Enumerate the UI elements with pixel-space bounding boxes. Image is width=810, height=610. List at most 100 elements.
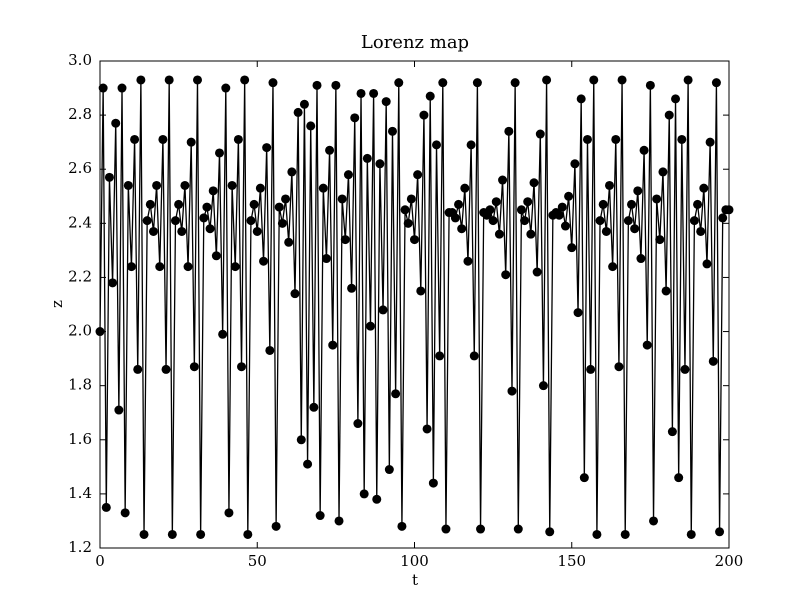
marker [170,216,180,226]
marker [164,75,174,85]
y-tick-label: 1.2 [68,538,92,556]
marker [281,194,291,204]
marker [331,80,341,90]
marker [466,140,476,150]
marker [510,78,520,88]
y-tick-label: 3.0 [68,51,92,69]
marker [167,529,177,539]
marker [658,167,668,177]
marker [227,180,237,190]
marker [136,75,146,85]
marker [271,521,281,531]
marker [715,527,725,537]
marker [224,508,234,518]
marker [350,113,360,123]
marker [400,205,410,215]
marker [340,235,350,245]
marker [259,256,269,266]
marker [432,140,442,150]
plot-frame [99,60,730,549]
marker [381,97,391,107]
marker [661,286,671,296]
marker [664,110,674,120]
marker [435,351,445,361]
marker [476,524,486,534]
marker [491,197,501,207]
marker [312,80,322,90]
marker [689,216,699,226]
y-tick-label: 1.6 [68,430,92,448]
marker [586,364,596,374]
marker [633,186,643,196]
marker [416,286,426,296]
marker [394,78,404,88]
marker [608,262,618,272]
marker [708,356,718,366]
x-tick-label: 100 [400,552,429,570]
x-axis-label: t [412,571,418,589]
marker [196,529,206,539]
marker [504,126,514,136]
marker [450,213,460,223]
marker [520,216,530,226]
marker [265,345,275,355]
marker [353,419,363,429]
marker [359,489,369,499]
marker [111,118,121,128]
marker [183,262,193,272]
marker [595,216,605,226]
marker [378,305,388,315]
marker [372,494,382,504]
marker [532,267,542,277]
marker [567,243,577,253]
marker [513,524,523,534]
marker [123,180,133,190]
marker [494,229,504,239]
marker [299,99,309,109]
marker [627,199,637,209]
marker [205,224,215,234]
marker [133,364,143,374]
marker [303,459,313,469]
marker [460,183,470,193]
marker [130,134,140,144]
marker [246,216,256,226]
marker [686,529,696,539]
marker [589,75,599,85]
marker [215,148,225,158]
marker [192,75,202,85]
marker [601,226,611,236]
marker [620,529,630,539]
marker [277,218,287,228]
marker [387,126,397,136]
marker [237,362,247,372]
marker [498,175,508,185]
marker [108,278,118,288]
marker [403,218,413,228]
marker [649,516,659,526]
marker [655,235,665,245]
marker [570,159,580,169]
marker [356,88,366,98]
marker [397,521,407,531]
marker [243,529,253,539]
marker [410,235,419,245]
marker [422,424,432,434]
marker [642,340,652,350]
marker [636,254,646,264]
marker [98,83,108,93]
marker [139,529,149,539]
marker [441,524,451,534]
marker [699,183,709,193]
marker [516,205,526,215]
marker [438,78,448,88]
marker [296,435,306,445]
marker [425,91,435,101]
marker [501,270,511,280]
marker [604,180,614,190]
marker [488,216,498,226]
marker [321,254,331,264]
marker [576,94,586,104]
